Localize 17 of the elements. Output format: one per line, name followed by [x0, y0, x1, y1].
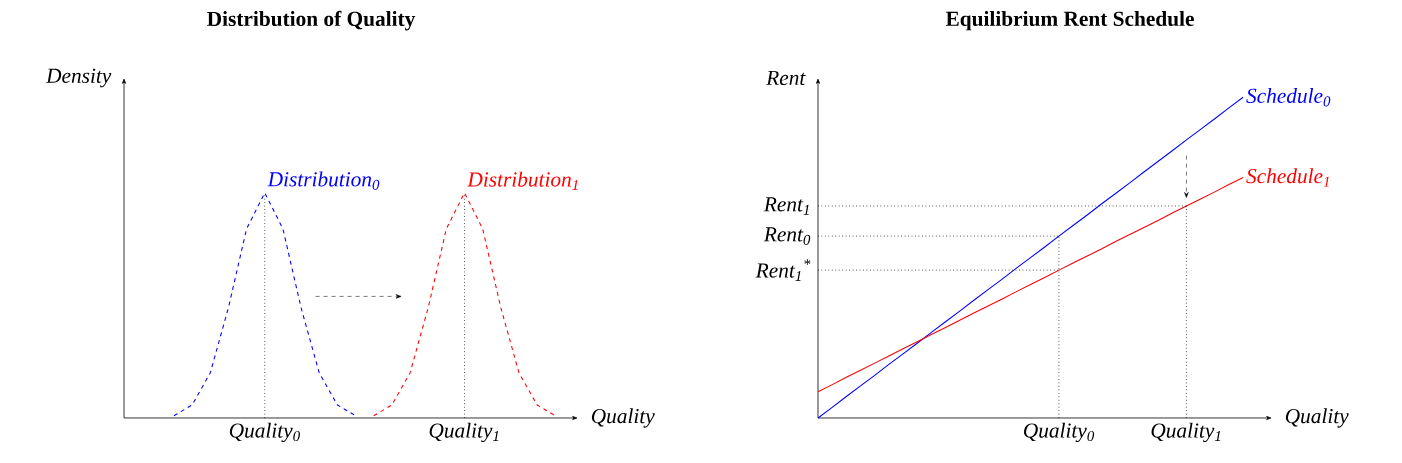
y-axis-title: Rent — [766, 70, 806, 86]
chart-title: Distribution of Quality — [207, 10, 416, 31]
x-axis-title: Quality — [1285, 408, 1349, 428]
x-tick-label: Quality$_{0}$ — [229, 422, 300, 443]
series-label: Schedule$_{1}$ — [1246, 168, 1329, 187]
x-tick-label: Quality$_{1}$ — [1151, 422, 1221, 443]
ref-line-label: Rent$_{1}$* — [755, 259, 811, 281]
series-label: Schedule$_{0}$ — [1246, 88, 1331, 107]
series-label: Distribution$_{0}$ — [267, 171, 380, 190]
x-tick-label: Quality$_{1}$ — [429, 422, 499, 443]
y-axis-title: Density — [45, 68, 112, 88]
ref-line-label: Rent$_{1}$ — [763, 197, 809, 215]
x-axis-title: Quality — [591, 408, 655, 428]
ref-line-label: Rent$_{0}$ — [763, 227, 811, 245]
chart-title: Equilibrium Rent Schedule — [945, 10, 1194, 31]
series-label: Distribution$_{1}$ — [467, 171, 578, 190]
x-tick-label: Quality$_{0}$ — [1024, 422, 1095, 443]
